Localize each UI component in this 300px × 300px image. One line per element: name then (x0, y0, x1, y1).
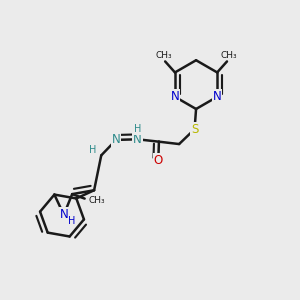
Text: S: S (191, 123, 198, 136)
Text: H: H (68, 216, 76, 226)
Text: H: H (134, 124, 142, 134)
Text: H: H (89, 145, 96, 155)
Text: N: N (112, 134, 121, 146)
Text: CH₃: CH₃ (89, 196, 105, 205)
Text: CH₃: CH₃ (155, 51, 172, 60)
Text: CH₃: CH₃ (220, 51, 237, 60)
Text: N: N (213, 90, 222, 103)
Text: N: N (59, 208, 68, 221)
Text: N: N (133, 133, 142, 146)
Text: O: O (154, 154, 163, 166)
Text: N: N (171, 90, 179, 103)
